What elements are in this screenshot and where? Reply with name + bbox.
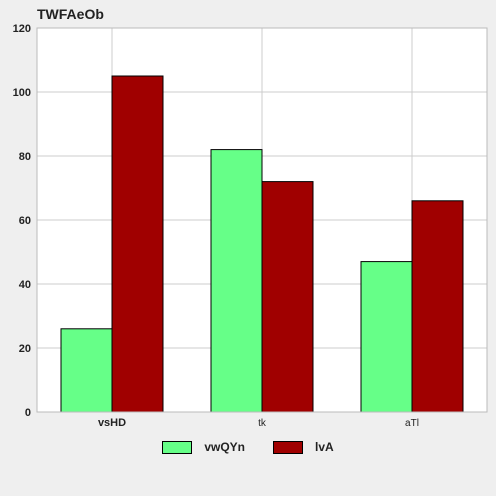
y-tick-label: 20 [19,343,31,355]
y-tick-label: 40 [19,279,31,291]
bar-vwQYn-vsHD [60,328,113,413]
bar-lvA-tk [261,181,314,413]
y-tick-label: 80 [19,151,31,163]
plot-frame [36,27,488,413]
x-tick-label-aTl: aTl [405,418,419,429]
y-tick-label: 120 [13,23,31,35]
legend-swatch-series-1 [273,440,303,454]
y-tick-label: 60 [19,215,31,227]
legend-item-series-1: lvA [273,440,334,454]
legend-label-series-1: lvA [315,440,334,454]
bar-lvA-vsHD [111,75,164,413]
x-tick-label-tk: tk [258,418,267,429]
bar-lvA-aTl [411,200,464,413]
legend: vwQYn lvA [0,440,496,454]
bar-vwQYn-aTl [360,261,413,413]
legend-item-series-0: vwQYn [162,440,245,454]
bar-vwQYn-tk [210,149,263,413]
legend-swatch-series-0 [162,440,193,454]
y-tick-label: 0 [25,407,31,419]
chart-title: TWFAeOb [37,6,104,22]
y-tick-label: 100 [13,87,31,99]
x-tick-label-vsHD: vsHD [98,417,126,429]
legend-label-series-0: vwQYn [204,440,245,454]
